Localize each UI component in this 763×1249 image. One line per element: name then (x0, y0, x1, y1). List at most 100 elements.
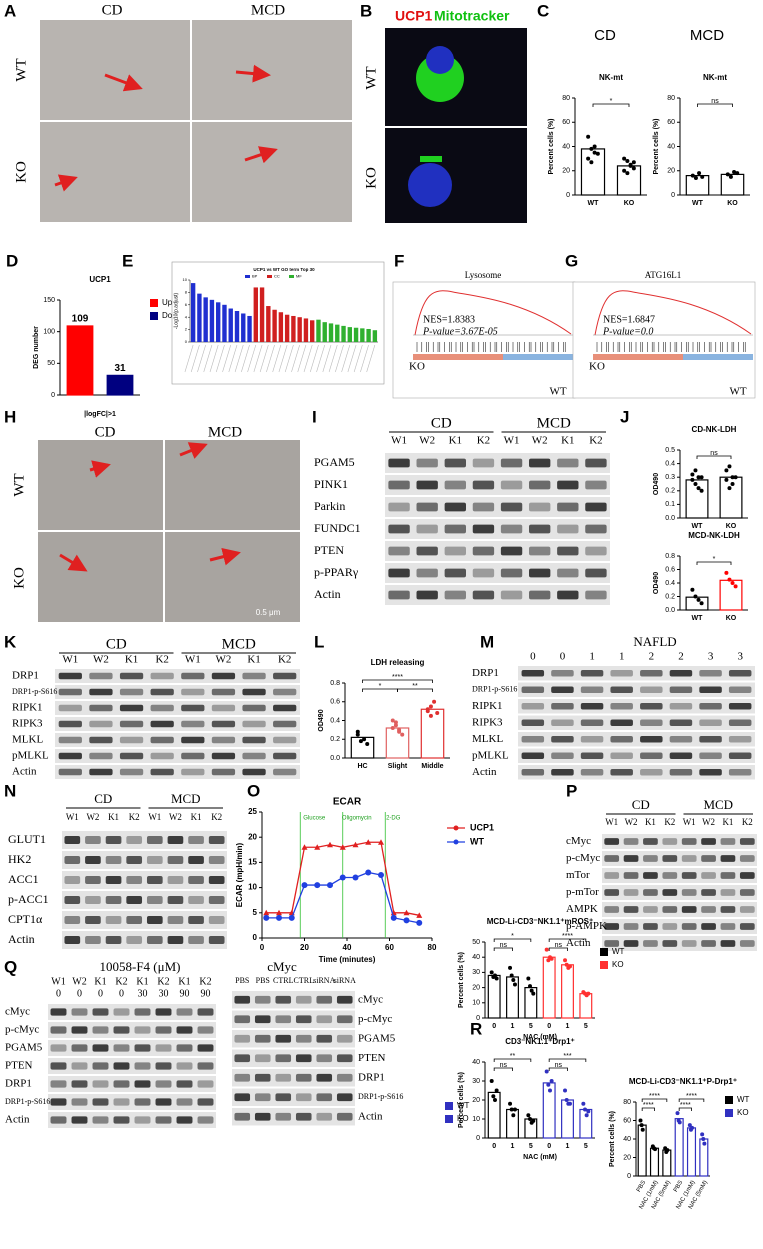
band (739, 940, 755, 947)
lane-label: CTRL (273, 976, 294, 985)
band (275, 1034, 292, 1043)
data-point (491, 1094, 496, 1099)
data-point (724, 468, 729, 473)
band (181, 688, 205, 696)
blot-strip (518, 765, 755, 780)
band (176, 1044, 193, 1052)
band (155, 1098, 172, 1106)
chart-title: NK-mt (599, 73, 623, 82)
band (242, 688, 266, 696)
band (701, 940, 716, 947)
bar (241, 313, 246, 342)
band (85, 856, 101, 864)
data-point (735, 171, 740, 176)
band (500, 590, 523, 600)
significance-label: **** (562, 933, 573, 940)
data-point (586, 991, 591, 996)
category-label-placeholder (335, 344, 344, 373)
band (728, 686, 752, 694)
significance-label: * (610, 98, 613, 105)
band (444, 458, 466, 468)
x-tick-label: 80 (428, 943, 437, 952)
bar (686, 1127, 697, 1177)
lane-label: K2 (477, 435, 490, 447)
band (416, 590, 438, 600)
x-tick-label: 5 (529, 1143, 533, 1150)
data-point (508, 965, 513, 970)
y-tick-label: 0.8 (330, 680, 340, 687)
band (669, 686, 693, 694)
band (316, 1093, 333, 1102)
category-label-placeholder (272, 344, 282, 373)
lane-label: 2 (649, 651, 655, 663)
data-point (702, 1141, 707, 1146)
band (167, 876, 184, 884)
data-point (393, 720, 398, 725)
band (119, 672, 144, 680)
data-point (390, 726, 395, 730)
band (85, 936, 101, 944)
data-point (549, 1079, 554, 1083)
blot-strip (55, 717, 300, 731)
band (662, 906, 678, 913)
protein-label: PGAM5 (358, 1032, 396, 1044)
blot-strip (48, 1004, 216, 1020)
data-point (586, 1109, 591, 1114)
data-point (693, 176, 698, 181)
label: KO (363, 167, 379, 189)
blot-strip (385, 519, 610, 539)
y-axis-label: Percent cells (%) (653, 118, 660, 174)
frame (572, 281, 756, 399)
x-tick-label: PBS (673, 1180, 684, 1193)
band (58, 768, 82, 776)
band (739, 923, 755, 930)
x-tick-label: 0 (260, 943, 265, 952)
category-label-placeholder (209, 344, 219, 373)
significance-bracket (548, 947, 568, 951)
data-point (690, 1125, 695, 1130)
category-label-placeholder (322, 344, 332, 373)
data-point (492, 1098, 497, 1102)
data-point (546, 1082, 551, 1087)
x-tick-label: 0 (547, 1143, 551, 1150)
band (643, 855, 658, 862)
y-tick-label: 25 (248, 807, 257, 816)
band (521, 719, 545, 727)
dose-label: 30 (138, 988, 148, 999)
data-point (544, 947, 549, 952)
x-tick-label: 0 (492, 1023, 496, 1030)
y-tick-label: 0 (476, 1135, 480, 1142)
protein-label: DRP1 (472, 667, 499, 679)
lane-label: W1 (391, 435, 407, 447)
band (50, 1044, 67, 1052)
protein-label: p-cMyc (5, 1024, 39, 1036)
panel-label: B (360, 1, 372, 20)
chart-title: UCP1 vs WT GO term Top 30 (253, 267, 315, 272)
label: NES=1.6847 (603, 314, 655, 325)
band (551, 768, 574, 776)
data-point (276, 914, 282, 921)
data-point (730, 482, 735, 486)
rank-bar-red (413, 354, 503, 360)
band (58, 752, 82, 760)
band (388, 458, 410, 468)
frame (392, 281, 576, 399)
band (126, 836, 143, 844)
band (662, 855, 678, 862)
blot-strip (62, 911, 227, 929)
data-point (699, 475, 704, 480)
protein-label: DRP1-p-S616 (472, 685, 517, 694)
legend-swatch (150, 312, 158, 320)
band (273, 688, 297, 696)
band (58, 704, 82, 712)
significance-bracket (678, 1107, 692, 1111)
arrow (104, 73, 143, 92)
lane-label: W2 (532, 435, 548, 447)
band (273, 704, 297, 712)
panel-label: O (247, 781, 260, 800)
band (50, 1098, 67, 1106)
band (113, 1098, 130, 1106)
significance-label: ** (412, 683, 418, 690)
legend-swatch (445, 1115, 453, 1123)
arrow (244, 146, 278, 164)
